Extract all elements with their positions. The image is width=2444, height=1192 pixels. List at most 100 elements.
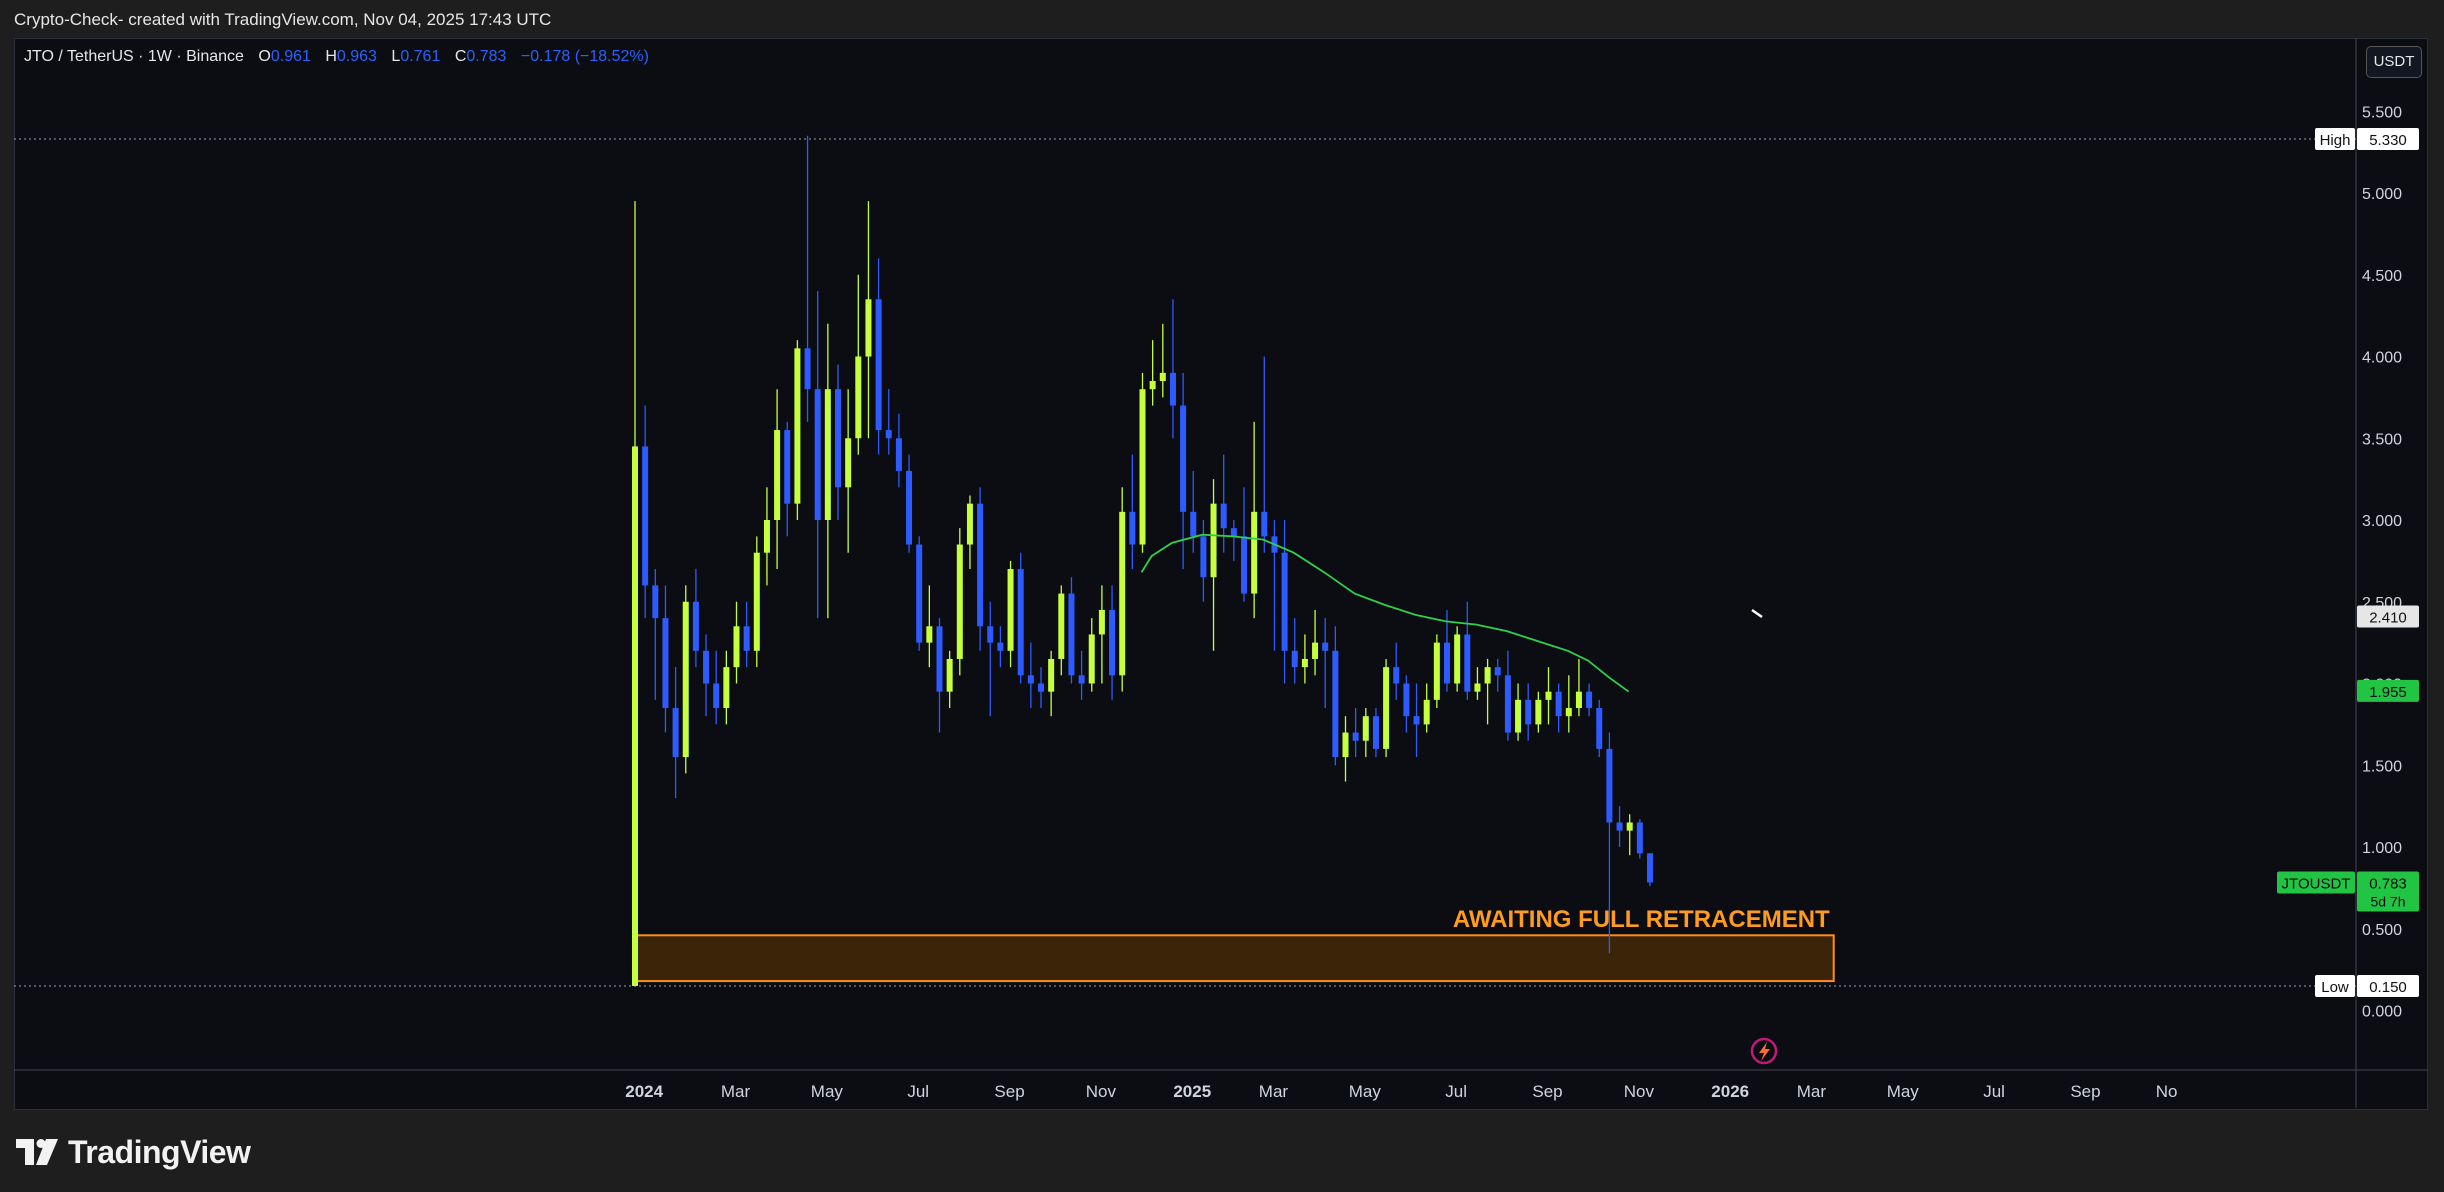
candle-body[interactable] — [1210, 503, 1217, 578]
candle-body[interactable] — [1220, 503, 1227, 529]
candle-body[interactable] — [1119, 511, 1126, 676]
candle-body[interactable] — [1332, 650, 1339, 758]
candle-body[interactable] — [1149, 381, 1156, 390]
candle-body[interactable] — [1525, 699, 1532, 725]
candle-body[interactable] — [753, 552, 760, 651]
candle-body[interactable] — [1027, 675, 1034, 684]
candle-body[interactable] — [936, 626, 943, 692]
candle-body[interactable] — [733, 626, 740, 668]
candle-body[interactable] — [804, 348, 811, 390]
candle-body[interactable] — [642, 446, 649, 586]
candle-body[interactable] — [743, 626, 750, 651]
candle-body[interactable] — [1444, 642, 1450, 684]
candle-body[interactable] — [794, 348, 801, 504]
candle-body[interactable] — [1616, 822, 1623, 831]
candle-body[interactable] — [1647, 853, 1653, 883]
candle-body[interactable] — [966, 503, 973, 545]
candle-body[interactable] — [1098, 609, 1105, 635]
candle-body[interactable] — [1535, 699, 1542, 725]
candle-body[interactable] — [1464, 634, 1471, 692]
candle-body[interactable] — [1494, 667, 1501, 676]
candle-body[interactable] — [1088, 634, 1095, 684]
candle-body[interactable] — [1413, 716, 1420, 725]
candle-body[interactable] — [1169, 372, 1176, 406]
candle-body[interactable] — [1636, 822, 1643, 854]
candle-body[interactable] — [956, 544, 963, 659]
candle-body[interactable] — [652, 585, 659, 619]
candle-body[interactable] — [1575, 691, 1582, 709]
candle-body[interactable] — [1596, 708, 1603, 749]
candle-body[interactable] — [1484, 667, 1491, 684]
candle-body[interactable] — [1200, 536, 1207, 578]
candle-body[interactable] — [774, 430, 781, 520]
candle-body[interactable] — [1301, 658, 1308, 668]
candle-body[interactable] — [1159, 372, 1166, 382]
candle-body[interactable] — [1312, 642, 1319, 659]
candle-body[interactable] — [723, 667, 730, 709]
candle-body[interactable] — [1261, 511, 1268, 537]
candle-body[interactable] — [1281, 552, 1288, 651]
candle-body[interactable] — [1048, 658, 1055, 692]
retracement-zone[interactable] — [635, 934, 1835, 983]
candle-body[interactable] — [1068, 593, 1075, 676]
candle-body[interactable] — [713, 683, 720, 709]
currency-button[interactable]: USDT — [2366, 46, 2422, 78]
candle-body[interactable] — [855, 356, 862, 439]
candle-body[interactable] — [835, 389, 841, 488]
candle-body[interactable] — [987, 626, 994, 643]
candle-body[interactable] — [1362, 716, 1369, 741]
lightning-icon[interactable] — [1750, 1037, 1778, 1065]
candle-body[interactable] — [1454, 634, 1461, 684]
candle-body[interactable] — [1139, 389, 1146, 545]
candle-body[interactable] — [1504, 675, 1511, 733]
candle-body[interactable] — [885, 430, 892, 439]
candle-body[interactable] — [1565, 708, 1572, 717]
candle-body[interactable] — [1251, 511, 1258, 594]
candle-body[interactable] — [692, 601, 699, 651]
candle-body[interactable] — [997, 642, 1004, 651]
candle-body[interactable] — [1291, 650, 1298, 668]
candle-body[interactable] — [1190, 511, 1197, 537]
candle-body[interactable] — [1058, 593, 1065, 659]
candle-body[interactable] — [1017, 569, 1024, 676]
candle-body[interactable] — [1129, 511, 1136, 545]
candle-body[interactable] — [875, 299, 882, 431]
candle-body[interactable] — [1423, 699, 1430, 725]
annotation-label[interactable]: AWAITING FULL RETRACEMENT — [1453, 906, 1830, 933]
candle-body[interactable] — [845, 438, 852, 488]
candle-body[interactable] — [1230, 528, 1237, 537]
brand[interactable]: TradingView — [16, 1132, 251, 1172]
candle-body[interactable] — [1109, 609, 1116, 676]
candle-body[interactable] — [977, 503, 984, 627]
candle-body[interactable] — [1606, 748, 1613, 823]
candle-body[interactable] — [1322, 642, 1329, 651]
candle-body[interactable] — [703, 650, 710, 684]
candle-body[interactable] — [926, 626, 933, 643]
candle-body[interactable] — [763, 520, 770, 553]
candle-body[interactable] — [1180, 405, 1187, 512]
symbol-title[interactable]: JTO / TetherUS · 1W · Binance — [24, 48, 244, 65]
candle-body[interactable] — [1393, 667, 1400, 684]
candle-body[interactable] — [1241, 536, 1247, 594]
candle-body[interactable] — [1038, 683, 1044, 692]
candle-body[interactable] — [632, 446, 638, 986]
candle-body[interactable] — [1545, 691, 1552, 700]
candle-body[interactable] — [672, 708, 679, 758]
chart-frame[interactable] — [14, 38, 2428, 1110]
candle-body[interactable] — [814, 389, 821, 520]
moving-average-line[interactable] — [1140, 533, 1630, 693]
candle-body[interactable] — [906, 470, 913, 545]
candle-body[interactable] — [865, 299, 872, 357]
candle-body[interactable] — [916, 544, 923, 643]
candle-body[interactable] — [1352, 732, 1359, 741]
candle-body[interactable] — [682, 601, 689, 758]
candle-body[interactable] — [1078, 675, 1085, 684]
candle-body[interactable] — [824, 389, 831, 520]
candle-body[interactable] — [1342, 732, 1349, 758]
candle-body[interactable] — [662, 618, 669, 709]
candle-body[interactable] — [895, 438, 902, 471]
candle-body[interactable] — [1474, 683, 1481, 692]
candle-body[interactable] — [1383, 667, 1390, 749]
candle-body[interactable] — [1515, 699, 1522, 733]
